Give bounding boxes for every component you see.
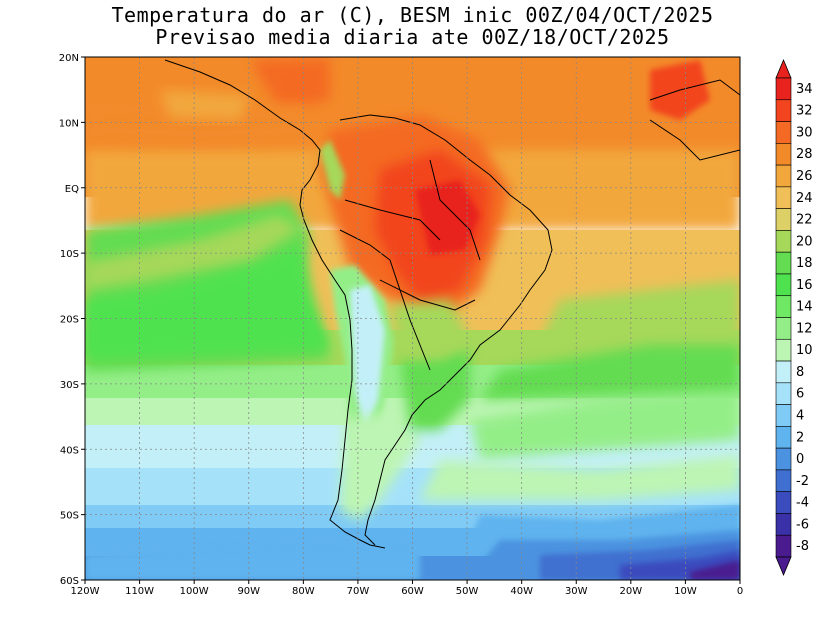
colorbar-label: 24	[796, 191, 813, 206]
lat-label: 10N	[59, 118, 79, 129]
lon-label: 20W	[620, 586, 643, 597]
colorbar-swatch	[775, 382, 792, 405]
colorbar-swatch	[775, 143, 792, 166]
colorbar-swatch	[775, 208, 792, 231]
colorbar-label: 6	[796, 387, 804, 402]
colorbar-label: 14	[796, 300, 813, 315]
lat-label: 40S	[60, 445, 79, 456]
lat-label: EQ	[65, 184, 79, 195]
colorbar-label: 32	[796, 104, 813, 119]
lon-label: 100W	[180, 586, 209, 597]
colorbar-swatch	[775, 447, 792, 471]
colorbar-swatch	[775, 186, 792, 209]
colorbar-label: 12	[796, 321, 813, 336]
colorbar-label: 4	[796, 408, 804, 423]
colorbar-label: 20	[796, 234, 813, 249]
colorbar-swatch	[775, 469, 792, 492]
colorbar-swatch	[775, 295, 792, 318]
colorbar-swatch	[775, 513, 792, 536]
lon-label: 60W	[401, 586, 424, 597]
colorbar-label: -8	[796, 539, 809, 554]
colorbar-label: 10	[796, 343, 813, 358]
lat-label: 10S	[60, 249, 79, 260]
lon-label: 30W	[565, 586, 588, 597]
colorbar-swatch	[775, 338, 792, 362]
lat-label: 20N	[59, 53, 79, 64]
lat-label: 60S	[60, 576, 79, 587]
colorbar-label: 2	[796, 430, 804, 445]
lat-label: 50S	[60, 511, 79, 522]
lon-label: 90W	[237, 586, 260, 597]
triangle-up-icon	[775, 58, 792, 79]
colorbar-label: 30	[796, 125, 813, 140]
colorbar-label: 34	[796, 82, 813, 97]
lon-label: 40W	[510, 586, 533, 597]
lon-label: 110W	[125, 586, 154, 597]
lon-label: 50W	[456, 586, 479, 597]
colorbar-label: 28	[796, 147, 813, 162]
map-title-line2: Previsao media diaria ate 00Z/18/OCT/202…	[155, 25, 670, 49]
colorbar-swatch	[775, 534, 792, 558]
colorbar-label: 16	[796, 278, 813, 293]
lon-label: 10W	[674, 586, 697, 597]
map-title-line1: Temperatura do ar (C), BESM inic 00Z/04/…	[111, 3, 714, 27]
colorbar-label: 26	[796, 169, 813, 184]
colorbar-label: 0	[796, 452, 804, 467]
colorbar-swatch	[775, 404, 792, 427]
lon-label: 120W	[71, 586, 100, 597]
longitude-labels: 120W 110W 100W 90W 80W 70W 60W 50W 40W 30W 20W 10W 0	[71, 580, 743, 597]
colorbar-label: -6	[796, 517, 809, 532]
coastlines	[164, 59, 740, 549]
latitude-labels: 20N 10N EQ 10S 20S 30S 40S 50S 60S	[59, 53, 85, 587]
colorbar-swatch	[775, 491, 792, 514]
lon-label: 80W	[292, 586, 315, 597]
lon-label: 70W	[347, 586, 370, 597]
colorbar-swatch	[775, 99, 792, 122]
colorbar-swatch	[775, 360, 792, 384]
colorbar-label: 8	[796, 365, 804, 380]
colorbar-label: -4	[796, 496, 809, 511]
colorbar-swatch	[775, 121, 792, 144]
colorbar-label: -2	[796, 474, 809, 489]
lat-label: 20S	[60, 315, 79, 326]
colorbar-swatch	[775, 251, 792, 275]
colorbar-label: 22	[796, 213, 813, 228]
triangle-down-icon	[775, 556, 792, 577]
colorbar-label: 18	[796, 256, 813, 271]
colorbar-swatch	[775, 426, 792, 449]
colorbar-swatch	[775, 164, 792, 188]
map-gridlines	[85, 57, 740, 580]
colorbar-swatch	[775, 230, 792, 253]
colorbar-swatch	[775, 77, 792, 101]
lon-label: 0	[737, 586, 743, 597]
colorbar-swatch	[775, 317, 792, 340]
colorbar-swatch	[775, 273, 792, 297]
lat-label: 30S	[60, 380, 79, 391]
